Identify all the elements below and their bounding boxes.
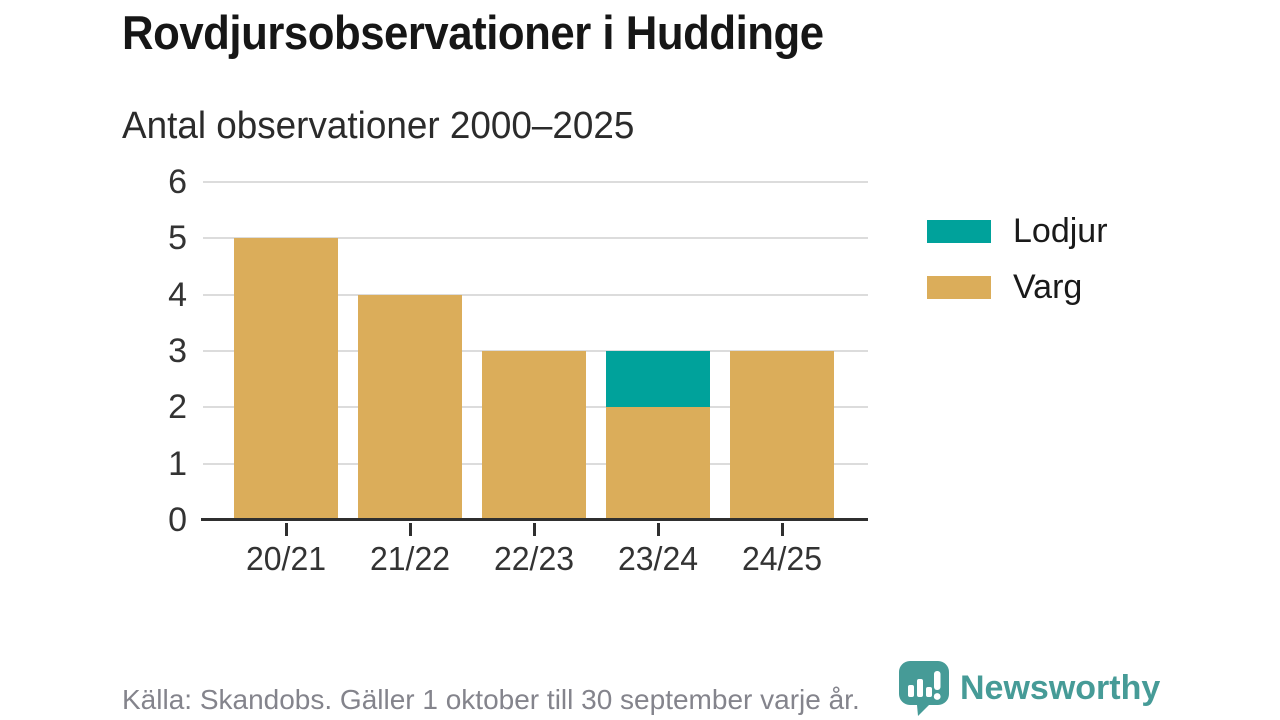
legend-item-varg: Varg <box>927 270 1108 304</box>
y-axis-label-0: 0 <box>168 501 187 539</box>
source-note: Källa: Skandobs. Gäller 1 oktober till 3… <box>122 684 860 715</box>
brand-wordmark: Newsworthy <box>960 669 1161 707</box>
bar-23-24-varg <box>606 407 710 520</box>
x-axis-tick-21-22 <box>409 523 412 536</box>
legend-item-lodjur: Lodjur <box>927 214 1108 248</box>
x-axis-label-24-25: 24/25 <box>741 540 823 577</box>
y-axis-label-3: 3 <box>168 332 187 370</box>
bar-24-25-varg <box>730 351 834 520</box>
chart-legend: Lodjur Varg <box>927 214 1108 304</box>
gridline-6 <box>203 181 868 183</box>
legend-swatch-varg <box>927 275 991 299</box>
x-axis-tick-20-21 <box>285 523 288 536</box>
gridline-5 <box>203 237 868 239</box>
page-title: Rovdjursobservationer i Huddinge <box>122 6 824 59</box>
newsworthy-bubble-icon <box>899 661 949 716</box>
x-axis-tick-22-23 <box>533 523 536 536</box>
y-axis-label-4: 4 <box>168 276 187 314</box>
bar-21-22-varg <box>358 295 462 520</box>
y-axis-label-5: 5 <box>168 219 187 257</box>
x-axis-tick-23-24 <box>657 523 660 536</box>
x-axis-label-22-23: 22/23 <box>493 540 575 577</box>
legend-label-lodjur: Lodjur <box>1013 212 1108 250</box>
y-axis-label-2: 2 <box>168 388 187 426</box>
brand-logo: Newsworthy <box>897 658 1160 718</box>
legend-label-varg: Varg <box>1013 268 1083 306</box>
y-axis-label-6: 6 <box>168 163 187 201</box>
y-axis-label-1: 1 <box>168 445 187 483</box>
legend-swatch-lodjur <box>927 219 991 243</box>
bar-23-24-lodjur <box>606 351 710 407</box>
bar-22-23-varg <box>482 351 586 520</box>
chart-subtitle: Antal observationer 2000–2025 <box>122 105 635 147</box>
x-axis-label-23-24: 23/24 <box>617 540 699 577</box>
x-axis-tick-24-25 <box>781 523 784 536</box>
gridline-4 <box>203 294 868 296</box>
x-axis-line <box>201 518 868 521</box>
x-axis-label-20-21: 20/21 <box>245 540 327 577</box>
x-axis-label-21-22: 21/22 <box>369 540 451 577</box>
bar-20-21-varg <box>234 238 338 520</box>
